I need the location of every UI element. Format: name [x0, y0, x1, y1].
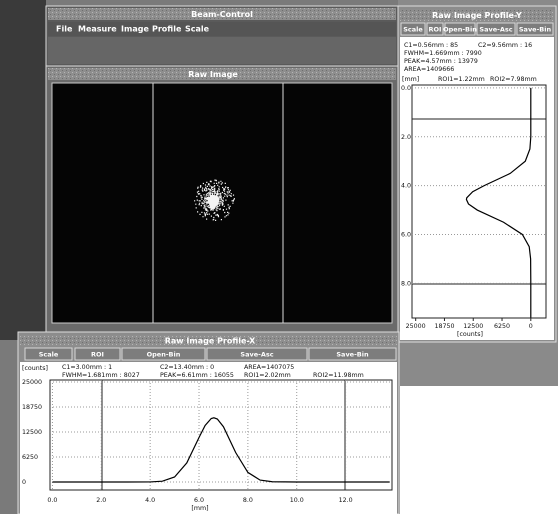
button-label: Scale [403, 26, 423, 34]
x-tick-label: 10.0 [290, 497, 304, 504]
x-tick-label: 12.0 [339, 497, 353, 504]
raw-image-window: Raw Image [45, 65, 399, 333]
x-tick-label: 2.0 [96, 497, 106, 504]
info-text: C1=3.00mm : 1 [62, 364, 112, 371]
y-tick-label: 0.0 [401, 85, 411, 92]
beam-control-window: Beam-Control File Measure Image Profile … [45, 5, 399, 67]
info-text: ROI2=11.98mm [313, 372, 364, 379]
menu-item[interactable]: Measure [78, 25, 117, 34]
window-title: Raw Image Profile-Y [432, 11, 522, 20]
x-tick-label: 6250 [494, 323, 510, 330]
y-tick-label: 8.0 [401, 280, 411, 287]
button-label: Open-Bin [147, 351, 181, 359]
info-text: C1=0.56mm : 85 [404, 42, 458, 49]
window-title: Beam-Control [191, 10, 253, 19]
info-text: FWHM=1.681mm : 8027 [62, 372, 140, 379]
menu-item[interactable]: Profile [152, 25, 182, 34]
button-label: Save-Asc [479, 26, 512, 34]
info-text: PEAK=4.57mm : 13979 [404, 58, 478, 65]
x-tick-label: 4.0 [145, 497, 155, 504]
profile-x-window: Raw Image Profile-X [counts] C1=3.00mm :… [17, 331, 400, 514]
button[interactable] [476, 22, 516, 36]
button-label: Save-Bin [519, 26, 552, 34]
button-label: ROI [429, 26, 442, 34]
desktop-strip [0, 0, 46, 340]
button[interactable] [24, 347, 73, 361]
axis-unit: [counts] [22, 365, 48, 372]
info-text: FWHM=1.669mm : 7990 [404, 50, 482, 57]
menu-bar [48, 22, 396, 36]
info-text: AREA=1409666 [404, 66, 454, 73]
menu-item[interactable]: Scale [185, 25, 210, 34]
info-text: AREA=1407075 [244, 364, 294, 371]
y-tick-label: 4.0 [401, 183, 411, 190]
x-tick-label: 18750 [434, 323, 454, 330]
axis-unit: [counts] [457, 331, 483, 338]
button[interactable] [206, 347, 308, 361]
y-tick-label: 0 [22, 479, 26, 486]
button[interactable] [426, 22, 444, 36]
menu-item[interactable]: Image [121, 25, 149, 34]
axis-unit: [mm] [191, 505, 208, 512]
plot-area [411, 84, 547, 319]
profile-y-window: Raw Image Profile-Y C1=0.56mm : 85 C2=9.… [397, 5, 557, 343]
window-title: Raw Image Profile-X [165, 337, 256, 346]
info-text: C2=9.56mm : 16 [478, 42, 532, 49]
roi-text: ROI1=1.22mm [438, 76, 485, 83]
x-tick-label: 0 [529, 323, 533, 330]
y-tick-label: 12500 [22, 429, 42, 436]
menu-item[interactable]: File [56, 25, 73, 34]
y-tick-label: 2.0 [401, 134, 411, 141]
profile-curve [52, 417, 390, 483]
title-bar[interactable] [48, 8, 396, 20]
button-label: Open-Bin [443, 26, 477, 34]
beam-spot [194, 179, 235, 221]
button[interactable] [516, 22, 554, 36]
x-tick-label: 8.0 [243, 497, 253, 504]
y-tick-label: 25000 [22, 379, 42, 386]
button[interactable] [444, 22, 476, 36]
y-tick-label: 6250 [22, 454, 38, 461]
title-bar[interactable] [400, 9, 554, 21]
button[interactable] [74, 347, 121, 361]
roi-text: ROI2=7.98mm [490, 76, 537, 83]
button[interactable] [121, 347, 206, 361]
button-label: Save-Asc [240, 351, 273, 359]
button[interactable] [400, 22, 426, 36]
window-body [48, 37, 396, 64]
info-text: C2=13.40mm : 0 [160, 364, 214, 371]
title-bar[interactable] [20, 335, 397, 346]
window-title: Raw Image [188, 70, 238, 79]
info-text: PEAK=6.61mm : 16055 [160, 372, 234, 379]
y-tick-label: 6.0 [401, 231, 411, 238]
info-text: ROI1=2.02mm [244, 372, 291, 379]
x-tick-label: 0.0 [47, 497, 57, 504]
x-tick-label: 12500 [463, 323, 483, 330]
button-label: Save-Bin [336, 351, 369, 359]
axis-unit: [mm] [402, 76, 419, 83]
x-tick-label: 6.0 [194, 497, 204, 504]
plot-area [49, 379, 393, 491]
button-label: ROI [91, 351, 104, 359]
profile-curve [465, 87, 532, 318]
x-tick-label: 25000 [406, 323, 426, 330]
button-label: Scale [39, 351, 59, 359]
button[interactable] [308, 347, 397, 361]
title-bar[interactable] [48, 68, 396, 80]
y-tick-label: 18750 [22, 404, 42, 411]
